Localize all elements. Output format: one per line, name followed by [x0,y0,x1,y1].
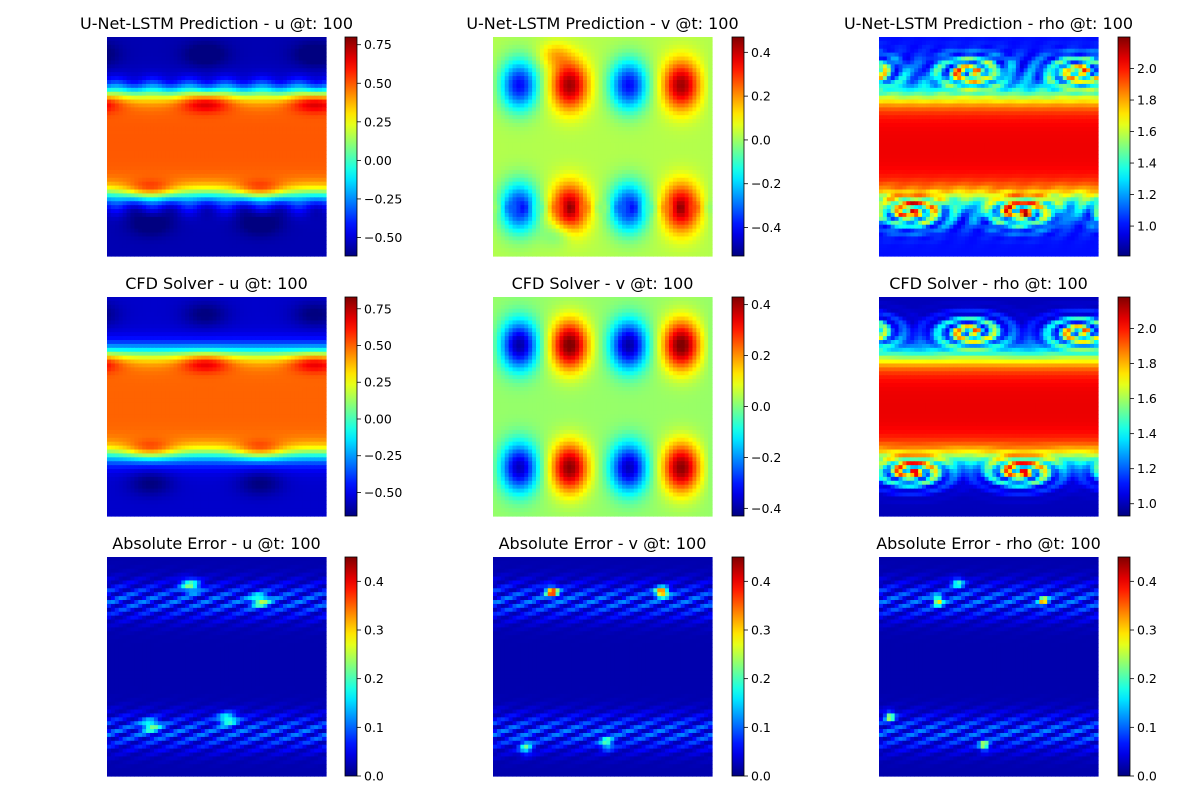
heatmap-panel: U-Net-LSTM Prediction - u @t: 100−0.50−0… [80,14,402,257]
colorbar-tick-label: 1.2 [1137,461,1157,476]
colorbar-tick-label: −0.50 [364,485,402,500]
colorbar-tick-label: 0.25 [364,114,392,129]
heatmap-panel: Absolute Error - v @t: 1000.00.10.20.30.… [493,534,771,784]
colorbar-tick-label: 0.1 [1137,720,1157,735]
colorbar-tick-label: 0.2 [751,348,771,363]
colorbar-tick-label: 0.00 [364,153,392,168]
colorbar-tick-label: 2.0 [1137,61,1157,76]
colorbar-tick-label: 1.6 [1137,391,1157,406]
colorbar-tick-label: 1.8 [1137,93,1157,108]
colorbar-tick-label: 0.4 [1137,574,1157,589]
panel-title: U-Net-LSTM Prediction - rho @t: 100 [844,14,1133,33]
panel-grid: U-Net-LSTM Prediction - u @t: 100−0.50−0… [80,14,1157,784]
panel-title: CFD Solver - v @t: 100 [512,274,694,293]
colorbar-tick-label: 0.3 [751,623,771,638]
colorbar-tick-label: 0.0 [1137,769,1157,784]
colorbar-tick-label: 1.2 [1137,187,1157,202]
panel-title: CFD Solver - rho @t: 100 [889,274,1088,293]
panel-title: Absolute Error - v @t: 100 [499,534,707,553]
heatmap-panel: CFD Solver - u @t: 100 −0.50 −0.25 0.00 0.25… [107,274,402,517]
panel-title: CFD Solver - u @t: 100 [125,274,308,293]
colorbar-tick-label: −0.4 [751,501,781,516]
colorbar: 0.0 0.1 0.2 0.3 0.4 [344,556,384,784]
colorbar-tick-label: 1.0 [1137,496,1157,511]
colorbar-tick-label: −0.2 [751,450,781,465]
panel-title: U-Net-LSTM Prediction - v @t: 100 [466,14,738,33]
colorbar: −0.4 −0.2 0.0 0.2 0.4 [731,296,781,517]
colorbar-tick-label: 0.4 [364,574,384,589]
colorbar-tick-label: 0.4 [751,574,771,589]
colorbar-tick-label: 0.0 [751,132,771,147]
colorbar: 1.0 1.2 1.4 1.6 1.8 2.0 [1117,36,1157,257]
heatmap-panel: CFD Solver - rho @t: 100 1.0 1.2 1.4 1.6 1.8 2… [879,274,1157,517]
panel-title: Absolute Error - u @t: 100 [112,534,320,553]
heatmap-panel: Absolute Error - u @t: 1000.00.10.20.30.… [107,534,384,784]
heatmap-panel: CFD Solver - v @t: 100 −0.4 −0.2 0.0 0.2 0.4 [493,274,781,517]
colorbar-tick-label: 2.0 [1137,321,1157,336]
colorbar-tick-label: 1.4 [1137,426,1157,441]
colorbar-tick-label: 0.00 [364,411,392,426]
heatmap-image [493,557,713,777]
colorbar-tick-label: 0.25 [364,375,392,390]
colorbar-tick-label: 0.2 [751,89,771,104]
colorbar: −0.50 −0.25 0.00 0.25 0.50 0.75 [344,296,402,517]
colorbar-tick-label: 1.6 [1137,124,1157,139]
heatmap-image [107,297,327,517]
colorbar: −0.4 −0.2 0.0 0.2 0.4 [731,36,781,257]
colorbar-tick-label: 1.8 [1137,356,1157,371]
colorbar-tick-label: 0.0 [751,769,771,784]
colorbar-tick-label: 0.0 [364,769,384,784]
colorbar-tick-label: 0.75 [364,301,392,316]
colorbar-tick-label: 0.4 [751,297,771,312]
colorbar-tick-label: −0.50 [364,230,402,245]
panel-title: Absolute Error - rho @t: 100 [876,534,1101,553]
colorbar: 0.0 0.1 0.2 0.3 0.4 [1117,556,1157,784]
heatmap-panel: U-Net-LSTM Prediction - v @t: 100−0.4−0.… [466,14,781,257]
colorbar: −0.50 −0.25 0.00 0.25 0.50 0.75 [344,36,402,257]
colorbar-tick-label: 1.0 [1137,219,1157,234]
colorbar-tick-label: 0.0 [751,399,771,414]
heatmap-image [879,297,1099,517]
colorbar: 0.0 0.1 0.2 0.3 0.4 [731,556,771,784]
colorbar-tick-label: 1.4 [1137,156,1157,171]
heatmap-image [879,37,1099,257]
colorbar-tick-label: 0.50 [364,338,392,353]
heatmap-panel: Absolute Error - rho @t: 100 0.0 0.1 0.2 0.3… [876,534,1157,784]
colorbar-tick-label: 0.4 [751,45,771,60]
colorbar: 1.0 1.2 1.4 1.6 1.8 2.0 [1117,296,1157,517]
colorbar-tick-label: 0.3 [1137,623,1157,638]
heatmap-image [107,37,327,257]
colorbar-tick-label: 0.2 [364,671,384,686]
heatmap-panel: U-Net-LSTM Prediction - rho @t: 1001.01.… [844,14,1157,257]
colorbar-tick-label: 0.1 [364,720,384,735]
heatmap-image [107,557,327,777]
colorbar-tick-label: −0.25 [364,191,402,206]
colorbar-tick-label: 0.2 [751,671,771,686]
colorbar-tick-label: 0.1 [751,720,771,735]
colorbar-tick-label: 0.50 [364,76,392,91]
colorbar-tick-label: 0.3 [364,623,384,638]
colorbar-tick-label: −0.4 [751,220,781,235]
colorbar-tick-label: 0.2 [1137,671,1157,686]
heatmap-image [879,557,1099,777]
colorbar-tick-label: 0.75 [364,37,392,52]
heatmap-image [493,37,713,257]
heatmap-image [493,297,713,517]
colorbar-tick-label: −0.25 [364,448,402,463]
colorbar-tick-label: −0.2 [751,176,781,191]
panel-title: U-Net-LSTM Prediction - u @t: 100 [80,14,353,33]
